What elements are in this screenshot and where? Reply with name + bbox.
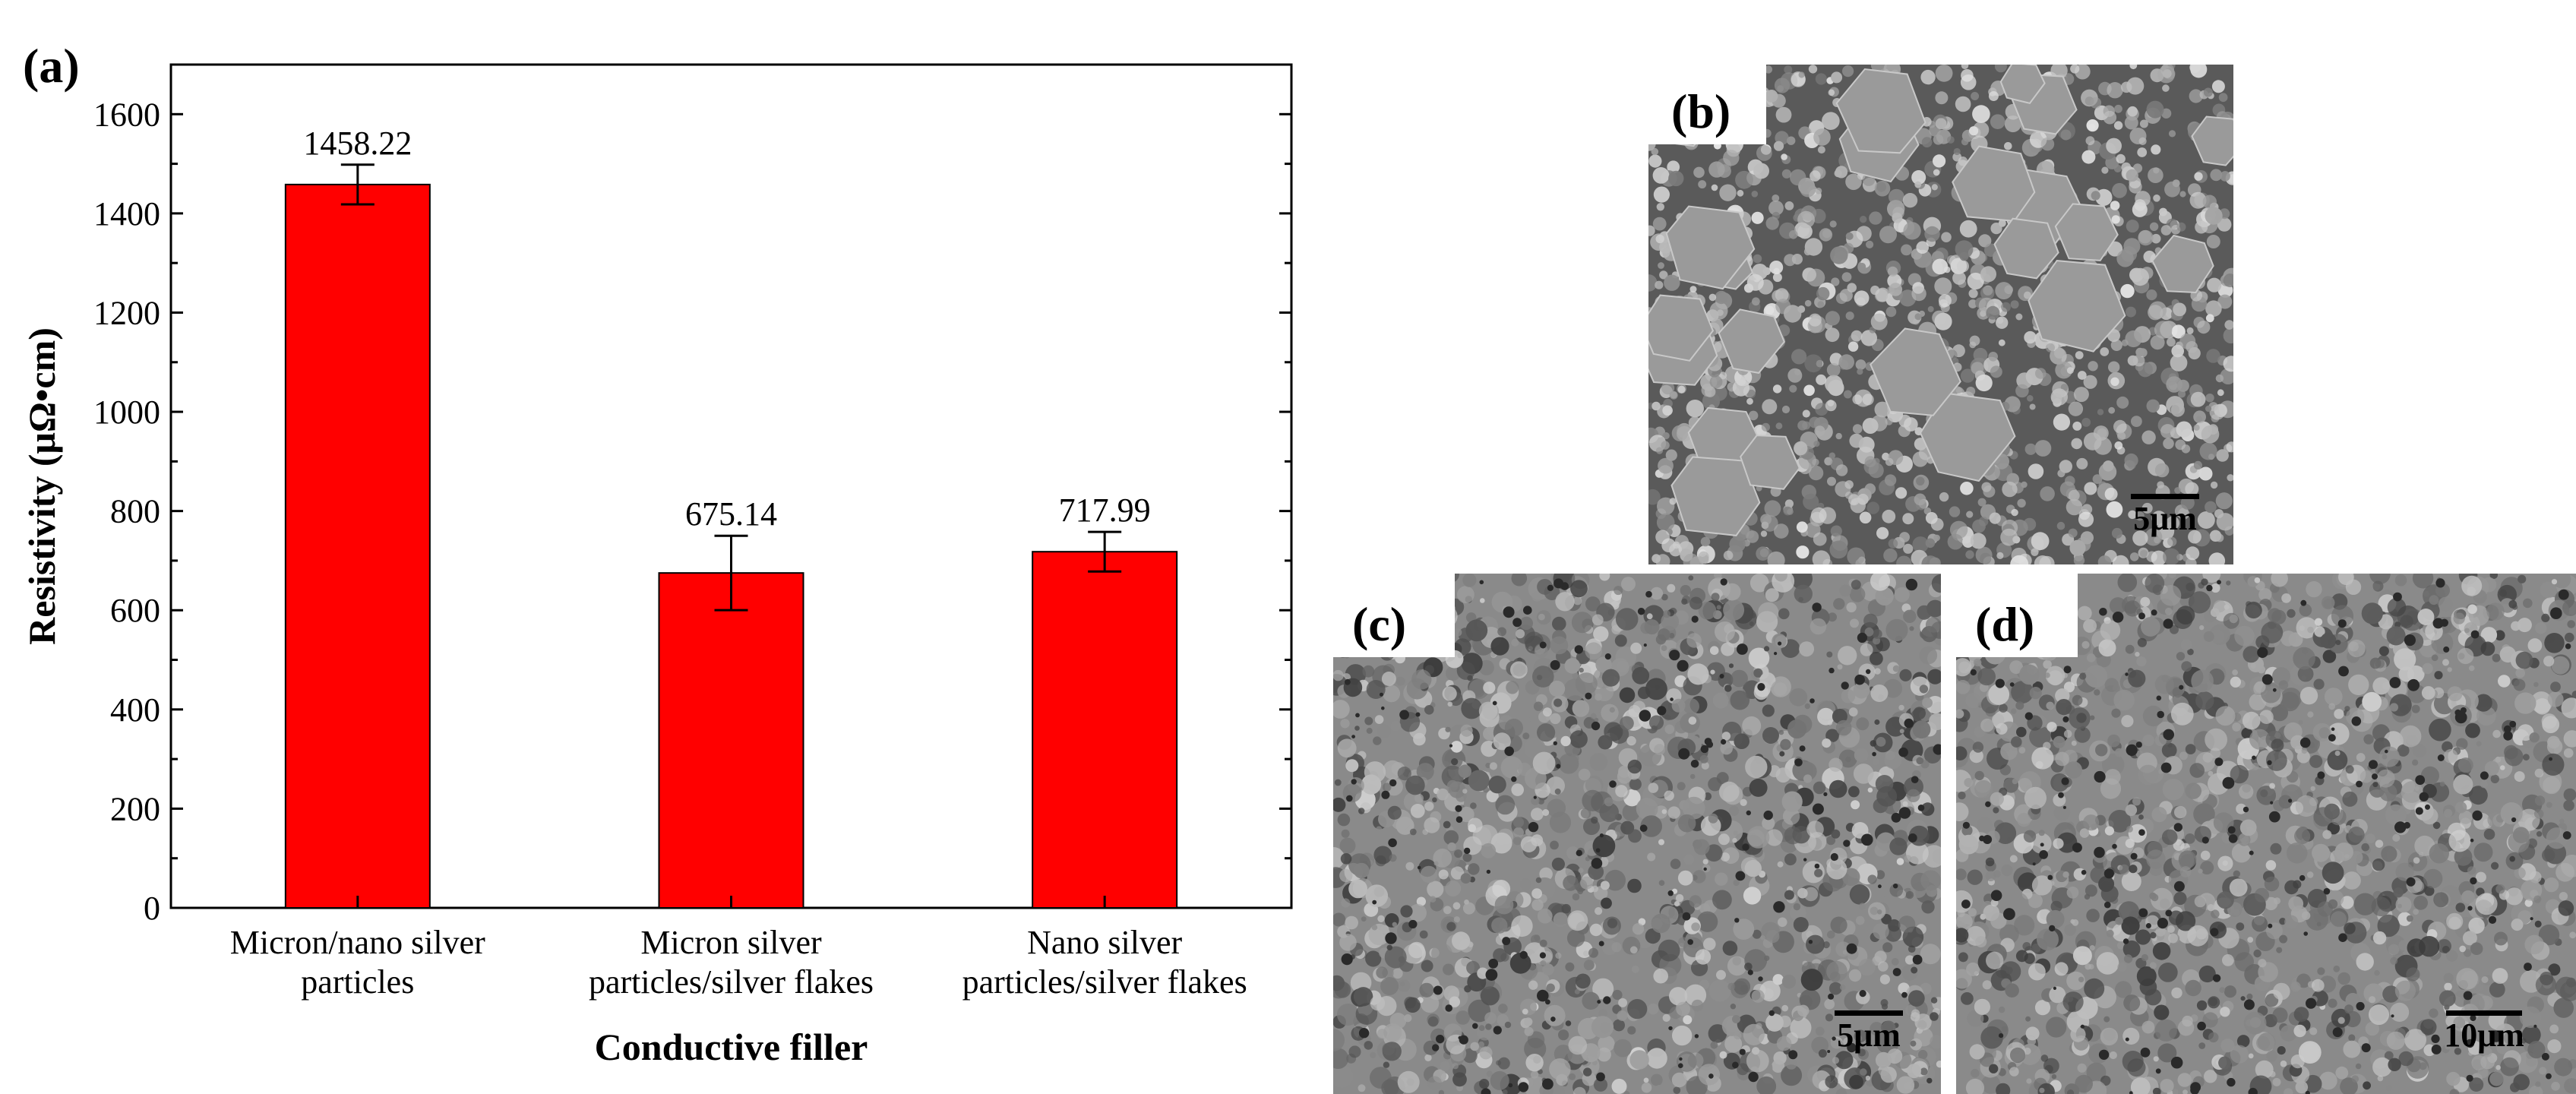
scale-bar-c: 5μm — [1823, 1010, 1914, 1052]
y-tick-label: 600 — [110, 592, 160, 629]
scale-bar-b: 5μm — [2119, 494, 2211, 536]
resistivity-bar-chart: 0 200 400 600 800 1000 1200 1400 1600 1458.22 Micr… — [21, 63, 1293, 1068]
scale-text-d: 10μm — [2444, 1017, 2524, 1054]
bar — [658, 572, 804, 909]
panel-a-label: (a) — [23, 39, 80, 93]
y-tick-label: 1000 — [93, 394, 160, 431]
sem-image-d — [1956, 574, 2576, 1094]
bar — [284, 183, 431, 909]
sem-texture — [1956, 574, 2576, 1094]
data-label: 1458.22 — [303, 125, 412, 162]
x-tick-label: particles — [301, 963, 414, 1001]
x-tick-label: Nano silver — [1027, 924, 1182, 961]
y-tick-label: 400 — [110, 691, 160, 729]
panel-b-label: (b) — [1671, 84, 1731, 138]
panel-d-label: (d) — [1975, 597, 2035, 651]
y-tick-label: 800 — [110, 493, 160, 530]
scale-text-c: 5μm — [1837, 1017, 1901, 1054]
scale-text-b: 5μm — [2133, 500, 2197, 537]
y-tick-label: 1200 — [93, 294, 160, 331]
x-tick-label: Micron silver — [640, 924, 822, 961]
y-tick-label: 1400 — [93, 195, 160, 232]
y-tick-label: 200 — [110, 790, 160, 827]
x-axis-title: Conductive filler — [595, 1026, 868, 1068]
label-box-d — [1956, 574, 2078, 657]
data-label: 675.14 — [685, 495, 777, 533]
panel-c-label: (c) — [1352, 597, 1407, 651]
x-tick-label: particles/silver flakes — [589, 963, 874, 1001]
y-axis-title: Resistivity (μΩ•cm) — [21, 327, 63, 645]
x-tick-label: Micron/nano silver — [230, 924, 485, 961]
bar — [1032, 551, 1178, 909]
scale-bar-d: 10μm — [2427, 1010, 2541, 1052]
label-box-b — [1648, 65, 1766, 144]
x-tick-label: particles/silver flakes — [962, 963, 1247, 1001]
label-box-c — [1333, 574, 1455, 657]
y-tick-label: 0 — [144, 890, 160, 927]
y-tick-label: 1600 — [93, 96, 160, 133]
data-label: 717.99 — [1059, 492, 1151, 529]
